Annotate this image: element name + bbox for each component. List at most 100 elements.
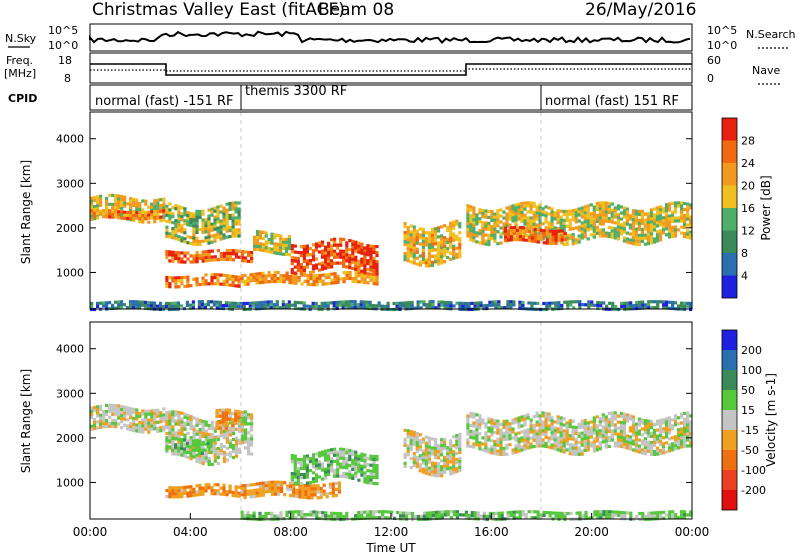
heatmap-cell xyxy=(637,444,641,448)
heatmap-cell xyxy=(595,436,599,440)
heatmap-cell xyxy=(189,485,193,489)
heatmap-cell xyxy=(490,427,494,431)
heatmap-cell xyxy=(192,437,196,441)
heatmap-cell xyxy=(299,461,303,465)
heatmap-cell xyxy=(152,301,157,305)
heatmap-cell xyxy=(165,228,169,232)
heatmap-cell xyxy=(180,441,184,445)
heatmap-cell xyxy=(207,214,211,218)
heatmap-cell xyxy=(308,481,312,485)
heatmap-cell xyxy=(237,494,241,498)
heatmap-cell xyxy=(324,276,328,280)
heatmap-cell xyxy=(469,205,473,209)
heatmap-cell xyxy=(204,483,208,487)
heatmap-cell xyxy=(478,426,482,430)
heatmap-cell xyxy=(484,440,488,444)
heatmap-cell xyxy=(180,279,184,283)
heatmap-cell xyxy=(168,217,172,221)
heatmap-cell xyxy=(338,303,342,307)
heatmap-cell xyxy=(108,403,112,407)
heatmap-cell xyxy=(409,239,413,243)
heatmap-cell xyxy=(544,432,548,436)
heatmap-cell xyxy=(123,195,127,199)
heatmap-cell xyxy=(506,514,510,518)
heatmap-cell xyxy=(240,413,245,418)
heatmap-cell xyxy=(213,221,217,225)
heatmap-cell xyxy=(628,414,632,418)
heatmap-cell xyxy=(247,443,251,447)
heatmap-cell xyxy=(629,301,633,305)
heatmap-cell xyxy=(424,471,428,475)
heatmap-cell xyxy=(556,212,560,216)
heatmap-cell xyxy=(436,444,441,448)
heatmap-cell xyxy=(348,254,352,258)
heatmap-cell xyxy=(622,227,626,231)
heatmap-cell xyxy=(189,424,193,428)
heatmap-cell xyxy=(357,244,361,248)
cpid-mode-3: normal (fast) 151 RF xyxy=(545,94,679,109)
heatmap-cell xyxy=(159,219,163,223)
heatmap-cell xyxy=(195,230,199,234)
heatmap-cell xyxy=(270,235,274,239)
heatmap-cell xyxy=(207,423,211,428)
heatmap-cell xyxy=(234,494,238,498)
heatmap-cell xyxy=(577,213,581,217)
heatmap-cell xyxy=(625,437,629,441)
heatmap-cell xyxy=(293,306,297,310)
heatmap-cell xyxy=(490,418,494,422)
heatmap-cell xyxy=(177,238,181,242)
heatmap-cell xyxy=(649,443,654,448)
heatmap-cell xyxy=(592,446,596,450)
heatmap-cell xyxy=(686,426,690,430)
heatmap-cell xyxy=(296,256,300,261)
heatmap-cell xyxy=(105,209,109,213)
heatmap-cell xyxy=(120,216,124,220)
heatmap-cell xyxy=(413,514,418,519)
heatmap-cell xyxy=(676,204,681,208)
heatmap-cell xyxy=(443,455,447,459)
heatmap-cell xyxy=(484,449,488,453)
heatmap-cell xyxy=(580,419,584,423)
freq-panel: Freq. [MHz] 18 8 60 0 Nave xyxy=(4,52,780,85)
heatmap-cell xyxy=(628,447,632,451)
heatmap-cell xyxy=(415,256,419,260)
heatmap-cell xyxy=(366,259,370,263)
heatmap-cell xyxy=(430,470,435,474)
heatmap-cell xyxy=(330,265,334,269)
heatmap-cell xyxy=(673,447,678,451)
heatmap-cell xyxy=(440,465,444,469)
heatmap-cell xyxy=(427,460,431,464)
heatmap-cell xyxy=(102,416,106,420)
heatmap-cell xyxy=(144,412,148,416)
heatmap-cell xyxy=(415,456,419,460)
heatmap-cell xyxy=(556,418,560,422)
heatmap-cell xyxy=(180,489,184,493)
heatmap-cell xyxy=(487,215,491,219)
heatmap-cell xyxy=(243,496,247,500)
heatmap-cell xyxy=(443,303,447,307)
heatmap-cell xyxy=(686,229,690,233)
heatmap-cell xyxy=(350,306,354,310)
heatmap-cell xyxy=(135,411,139,415)
heatmap-cell xyxy=(430,260,435,264)
heatmap-cell xyxy=(213,215,217,219)
heatmap-cell xyxy=(467,516,471,520)
heatmap-cell xyxy=(544,441,548,445)
heatmap-cell xyxy=(277,492,281,496)
heatmap-cell xyxy=(500,306,504,310)
nsky-trace xyxy=(89,30,691,44)
heatmap-cell xyxy=(458,435,462,439)
heatmap-cell xyxy=(412,237,416,241)
heatmap-cell xyxy=(213,209,217,213)
heatmap-cell xyxy=(114,410,118,414)
heatmap-cell xyxy=(117,416,121,420)
heatmap-cell xyxy=(530,239,534,243)
heatmap-cell xyxy=(213,255,217,259)
heatmap-cell xyxy=(171,259,175,263)
heatmap-cell xyxy=(479,301,483,305)
heatmap-cell xyxy=(237,222,241,226)
heatmap-cell xyxy=(255,233,260,237)
heatmap-cell xyxy=(330,511,334,515)
heatmap-cell xyxy=(502,449,506,453)
heatmap-cell xyxy=(655,449,660,453)
